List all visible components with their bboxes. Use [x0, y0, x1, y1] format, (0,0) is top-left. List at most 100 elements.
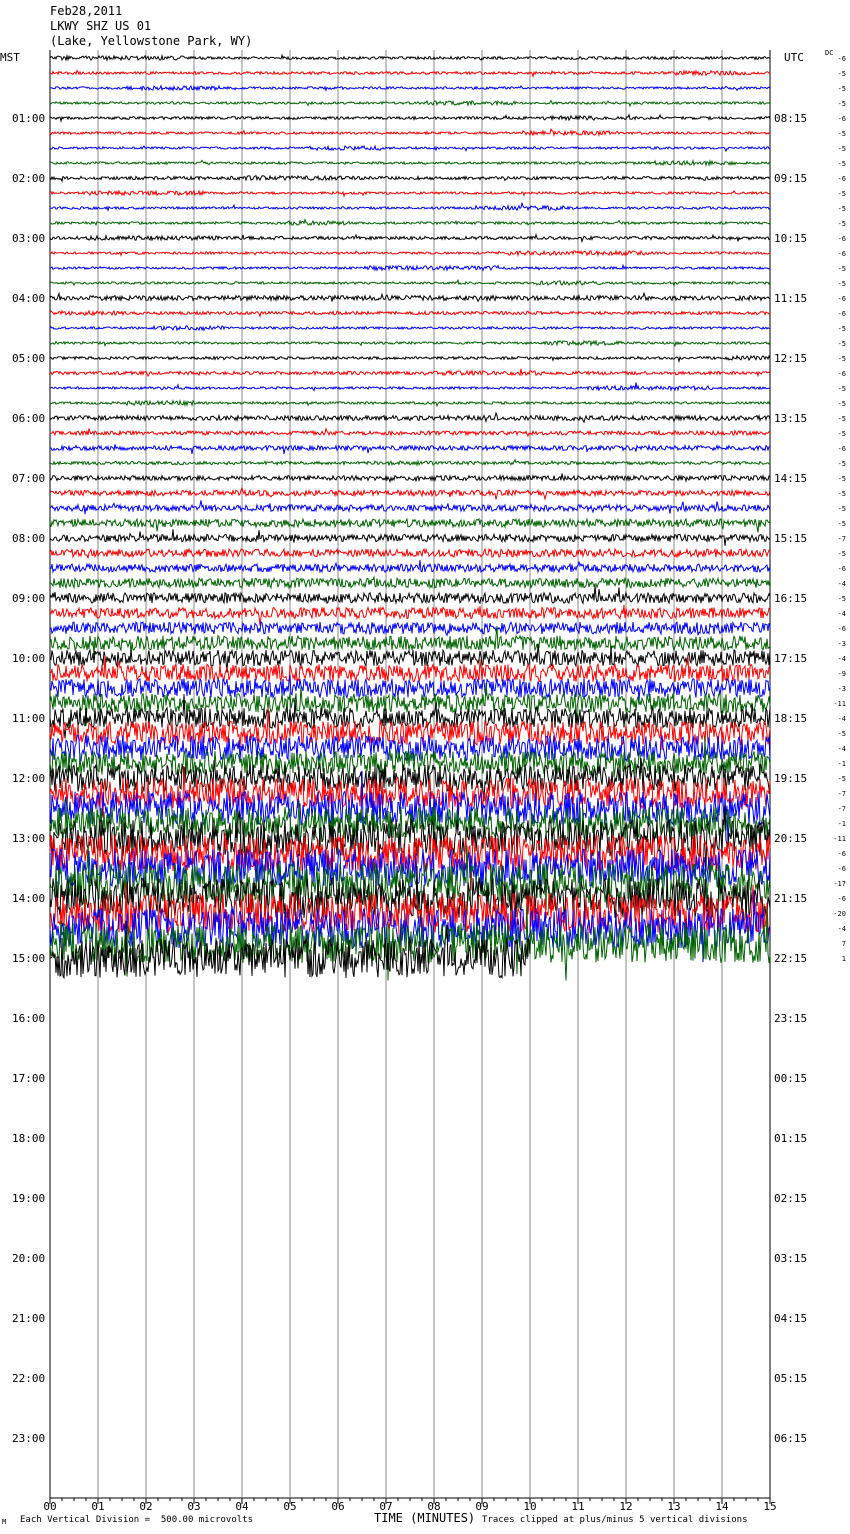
dc-offset-label: -5 [838, 505, 846, 513]
utc-hour-label: 13:15 [774, 412, 807, 425]
x-tick-label: 05 [283, 1500, 296, 1513]
seismic-trace [49, 473, 771, 484]
seismic-trace [49, 263, 771, 272]
dc-offset-label: -5 [838, 145, 846, 153]
dc-offset-label: -6 [838, 55, 846, 63]
utc-hour-label: 03:15 [774, 1252, 807, 1265]
x-axis-title: TIME (MINUTES) [374, 1511, 476, 1525]
x-tick-label: 15 [763, 1500, 776, 1513]
dc-offset-label: -5 [838, 595, 846, 603]
x-tick-label: 07 [379, 1500, 392, 1513]
seismic-trace [49, 174, 771, 183]
dc-offset-label: 7 [842, 940, 846, 948]
mst-hour-label: 03:00 [12, 232, 45, 245]
dc-offset-label: -5 [838, 430, 846, 438]
mst-hour-label: 13:00 [12, 832, 45, 845]
seismic-trace [49, 833, 771, 891]
seismic-trace [49, 517, 771, 533]
dc-offset-label: -5 [838, 100, 846, 108]
utc-hour-label: 15:15 [774, 532, 807, 545]
dc-offset-label: -5 [838, 325, 846, 333]
utc-hour-label: 21:15 [774, 892, 807, 905]
mst-hour-label: 15:00 [12, 952, 45, 965]
x-tick-label: 01 [91, 1500, 104, 1513]
dc-offset-label: -6 [838, 310, 846, 318]
dc-offset-label: -5 [838, 415, 846, 423]
seismic-trace [49, 69, 771, 79]
x-tick-label: 03 [187, 1500, 200, 1513]
seismic-trace [49, 626, 771, 656]
dc-offset-label: -6 [838, 850, 846, 858]
utc-hour-label: 01:15 [774, 1132, 807, 1145]
mst-hour-label: 17:00 [12, 1072, 45, 1085]
seismic-trace [49, 202, 771, 212]
footer-mark: M [2, 1518, 7, 1526]
mst-hour-label: 04:00 [12, 292, 45, 305]
seismic-trace [49, 757, 771, 802]
dc-offset-label: -7 [838, 790, 846, 798]
dc-offset-label: -4 [838, 610, 846, 618]
utc-hour-label: 10:15 [774, 232, 807, 245]
mst-hour-label: 11:00 [12, 712, 45, 725]
dc-offset-label: -5 [838, 355, 846, 363]
utc-hour-label: 00:15 [774, 1072, 807, 1085]
dc-offset-label: -4 [838, 925, 846, 933]
dc-offset-label: -9 [838, 670, 846, 678]
utc-hour-label: 09:15 [774, 172, 807, 185]
utc-hour-label: 05:15 [774, 1372, 807, 1385]
mst-hour-label: 12:00 [12, 772, 45, 785]
utc-hour-label: 04:15 [774, 1312, 807, 1325]
utc-hour-label: 22:15 [774, 952, 807, 965]
dc-offset-label: -5 [838, 520, 846, 528]
seismic-trace [49, 309, 771, 319]
dc-offset-label: -6 [838, 625, 846, 633]
seismic-trace [49, 529, 771, 546]
dc-offset-label: -5 [838, 190, 846, 198]
seismic-trace [49, 798, 771, 859]
dc-offset-label: -4 [838, 715, 846, 723]
mst-hour-label: 08:00 [12, 532, 45, 545]
dc-offset-label: -6 [838, 295, 846, 303]
dc-offset-label: -5 [838, 550, 846, 558]
seismic-trace [50, 620, 771, 637]
seismic-trace [49, 278, 771, 287]
seismic-trace [49, 354, 771, 364]
seismic-trace [49, 683, 771, 726]
utc-hour-label: 12:15 [774, 352, 807, 365]
seismic-trace [49, 443, 771, 455]
seismic-trace [49, 159, 771, 167]
chart-date: Feb28,2011 [50, 4, 123, 18]
utc-hour-label: 02:15 [774, 1192, 807, 1205]
seismic-trace [49, 84, 771, 92]
seismic-trace [49, 339, 771, 348]
dc-offset-label: -7 [838, 805, 846, 813]
x-tick-label: 11 [571, 1500, 584, 1513]
utc-hour-label: 16:15 [774, 592, 807, 605]
seismic-trace [49, 217, 771, 227]
dc-offset-label: -5 [838, 70, 846, 78]
dc-offset-label: -5 [838, 280, 846, 288]
seismic-trace [49, 890, 771, 963]
mst-hour-label: 19:00 [12, 1192, 45, 1205]
seismic-trace [49, 734, 771, 763]
dc-offset-label: 1 [842, 955, 846, 963]
dc-offset-label: -7 [838, 535, 846, 543]
seismic-trace [49, 604, 771, 626]
seismic-trace [49, 865, 771, 936]
station-location: (Lake, Yellowstone Park, WY) [50, 34, 253, 48]
dc-offset-label: -6 [838, 895, 846, 903]
scale-note: Each Vertical Division = 500.00 microvol… [20, 1515, 253, 1525]
seismic-trace [49, 399, 771, 408]
utc-hour-label: 14:15 [774, 472, 807, 485]
seismic-trace [49, 324, 771, 332]
mst-hour-label: 06:00 [12, 412, 45, 425]
seismic-trace [49, 189, 771, 198]
seismic-trace [49, 458, 770, 467]
mst-hour-label: 07:00 [12, 472, 45, 485]
mst-hour-label: 14:00 [12, 892, 45, 905]
seismic-trace [49, 707, 771, 751]
seismic-trace [49, 368, 771, 378]
dc-offset-label: -4 [838, 580, 846, 588]
mst-hour-label: 01:00 [12, 112, 45, 125]
